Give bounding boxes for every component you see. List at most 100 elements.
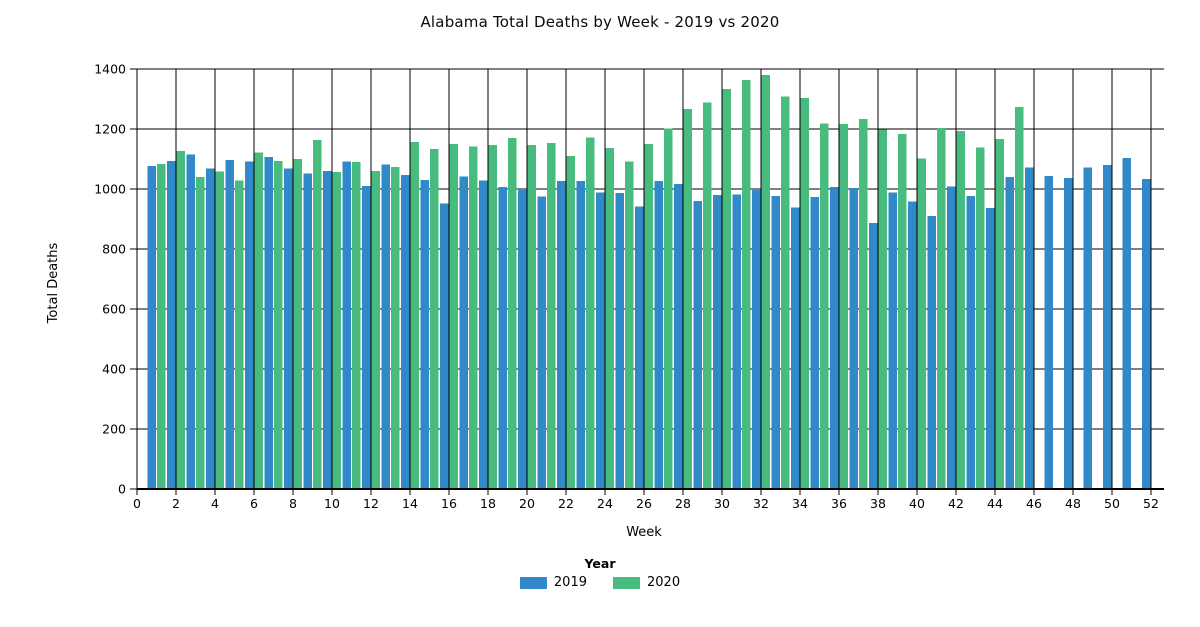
bar-2019-week-5 xyxy=(225,159,234,489)
bar-2019-week-39 xyxy=(888,192,897,489)
bar-2020-week-35 xyxy=(820,123,829,490)
bar-2020-week-9 xyxy=(313,140,322,489)
bar-2019-week-1 xyxy=(147,165,156,489)
legend-title: Year xyxy=(584,556,616,571)
bar-2019-week-50 xyxy=(1103,165,1112,489)
bar-2019-week-11 xyxy=(342,161,351,489)
bar-2019-week-15 xyxy=(420,180,429,489)
bar-2020-week-23 xyxy=(586,137,595,489)
bar-2020-week-8 xyxy=(293,159,302,489)
x-tick-label: 24 xyxy=(597,496,613,511)
bar-2020-week-11 xyxy=(352,162,361,489)
bar-2020-week-16 xyxy=(449,144,458,489)
x-tick-label: 46 xyxy=(1026,496,1042,511)
bar-2020-week-7 xyxy=(274,161,283,489)
bar-2019-week-23 xyxy=(576,180,585,489)
bar-2019-week-9 xyxy=(303,173,312,489)
bar-2020-week-44 xyxy=(995,138,1004,489)
y-tick-label: 400 xyxy=(102,362,126,377)
x-tick-label: 26 xyxy=(636,496,652,511)
x-tick-label: 52 xyxy=(1143,496,1159,511)
bar-2019-week-36 xyxy=(830,186,839,489)
bar-2019-week-45 xyxy=(1005,177,1014,489)
bar-2019-week-6 xyxy=(245,161,254,489)
y-tick-label: 800 xyxy=(102,242,126,257)
bar-2020-week-40 xyxy=(917,158,926,489)
x-tick-label: 2 xyxy=(172,496,180,511)
bar-2020-week-21 xyxy=(547,143,556,489)
bar-2020-week-1 xyxy=(157,164,166,489)
x-tick-label: 12 xyxy=(363,496,379,511)
bar-2019-week-13 xyxy=(381,164,390,489)
bar-2019-week-31 xyxy=(732,194,741,489)
x-tick-label: 22 xyxy=(558,496,574,511)
bar-2020-week-30 xyxy=(722,89,731,489)
bar-2019-week-26 xyxy=(635,206,644,489)
bar-2019-week-44 xyxy=(986,207,995,489)
bar-2020-week-32 xyxy=(761,75,770,489)
x-tick-label: 32 xyxy=(753,496,769,511)
bar-2020-week-17 xyxy=(469,146,478,489)
bar-2019-week-20 xyxy=(518,189,527,489)
bar-2020-week-15 xyxy=(430,149,439,489)
bar-2019-week-3 xyxy=(186,154,195,489)
legend-entry-2019: 2019 xyxy=(519,575,587,590)
bar-2019-week-30 xyxy=(713,195,722,489)
x-tick-label: 30 xyxy=(714,496,730,511)
bar-2019-week-48 xyxy=(1064,177,1073,489)
x-tick-label: 28 xyxy=(675,496,691,511)
bar-2020-week-34 xyxy=(800,97,809,490)
bar-2020-week-38 xyxy=(878,129,887,490)
bar-2020-week-19 xyxy=(508,138,517,489)
x-tick-label: 44 xyxy=(987,496,1003,511)
bar-2019-week-16 xyxy=(440,203,449,489)
legend-label-2020: 2020 xyxy=(647,575,681,590)
bar-2020-week-24 xyxy=(605,148,614,489)
bar-2020-week-43 xyxy=(976,147,985,490)
x-tick-label: 48 xyxy=(1065,496,1081,511)
bar-2020-week-33 xyxy=(781,96,790,489)
bar-2019-week-51 xyxy=(1122,157,1131,490)
bar-2020-week-37 xyxy=(859,119,868,489)
bar-2019-week-34 xyxy=(791,207,800,489)
bar-2019-week-43 xyxy=(966,195,975,489)
x-tick-label: 8 xyxy=(289,496,297,511)
bar-2019-week-49 xyxy=(1083,167,1092,489)
x-tick-label: 18 xyxy=(480,496,496,511)
x-tick-label: 36 xyxy=(831,496,847,511)
bar-2019-week-4 xyxy=(206,168,215,490)
x-tick-label: 40 xyxy=(909,496,925,511)
bar-2019-week-32 xyxy=(752,189,761,489)
bar-2019-week-2 xyxy=(167,161,176,489)
bar-2020-week-5 xyxy=(235,180,244,489)
bar-2020-week-29 xyxy=(703,102,712,489)
x-tick-label: 38 xyxy=(870,496,886,511)
legend-row: 2019 2020 xyxy=(519,575,680,590)
bar-2020-week-20 xyxy=(527,144,536,489)
bar-2020-week-45 xyxy=(1015,106,1024,490)
legend-swatch-2020 xyxy=(613,576,640,589)
bar-2020-week-14 xyxy=(410,141,419,489)
x-tick-label: 20 xyxy=(519,496,535,511)
bar-2019-week-40 xyxy=(908,201,917,489)
bar-2020-week-4 xyxy=(215,171,224,489)
y-tick-label: 1400 xyxy=(94,62,126,77)
bar-2019-week-21 xyxy=(537,196,546,489)
legend-swatch-2019 xyxy=(519,576,547,589)
bar-2019-week-41 xyxy=(927,216,936,489)
bar-2019-week-38 xyxy=(869,223,878,489)
bar-2019-week-47 xyxy=(1044,176,1053,489)
legend-entry-2020: 2020 xyxy=(613,575,680,590)
bar-2020-week-41 xyxy=(937,127,946,490)
bar-2020-week-27 xyxy=(664,128,673,489)
bar-2020-week-18 xyxy=(488,145,497,489)
bar-2020-week-31 xyxy=(742,80,751,489)
bar-2020-week-25 xyxy=(625,161,634,489)
bar-2019-week-27 xyxy=(654,180,663,489)
x-tick-label: 6 xyxy=(250,496,258,511)
bar-2020-week-6 xyxy=(254,152,263,489)
chart-title: Alabama Total Deaths by Week - 2019 vs 2… xyxy=(420,13,780,31)
y-tick-label: 0 xyxy=(118,482,126,497)
